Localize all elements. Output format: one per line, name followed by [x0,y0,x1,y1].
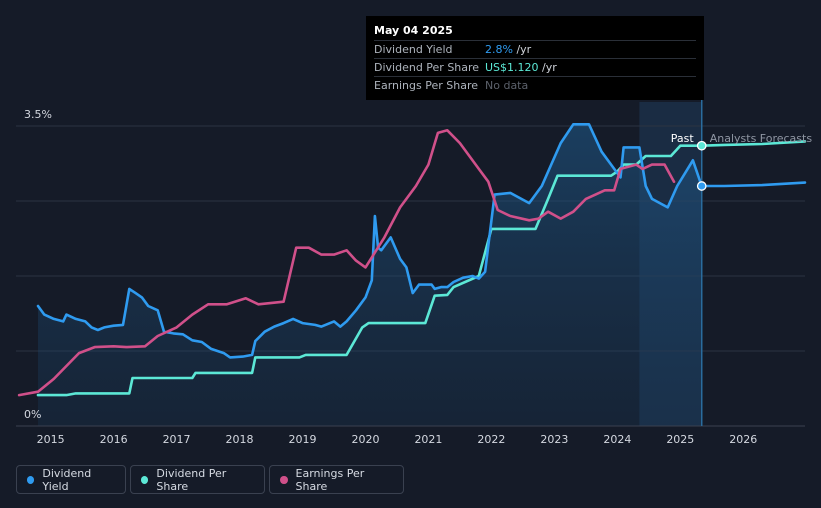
tooltip-date: May 04 2025 [374,24,453,37]
tooltip: May 04 2025 Dividend Yield 2.8% /yr Divi… [366,16,704,100]
x-tick-label: 2024 [603,433,631,446]
tooltip-row-earnings-per-share: Earnings Per Share No data [374,76,696,94]
tooltip-row-dividend-yield: Dividend Yield 2.8% /yr [374,40,696,58]
dividend-yield-line [36,123,807,359]
x-axis-ticks: 2015 2016 2017 2018 2019 2020 2021 2022 2023 2024… [37,433,758,446]
legend-dot-icon [141,475,149,484]
dividend-yield-marker [696,181,707,191]
tooltip-value: No data [485,79,529,92]
tooltip-unit: /yr [538,61,557,74]
earnings-per-share-line [17,129,676,397]
tooltip-unit: /yr [512,43,532,56]
tooltip-row-dividend-per-share: Dividend Per Share US$1.120 /yr [374,58,696,76]
x-tick-label: 2016 [100,433,128,446]
past-label: Past [671,132,695,145]
legend-dividend-per-share[interactable]: Dividend Per Share [130,465,265,494]
legend-label: Dividend Per Share [156,466,227,493]
forecast-label: Analysts Forecasts [710,132,813,145]
y-tick-label: 0% [24,408,41,421]
tooltip-value: US$1.120 [485,61,539,74]
x-tick-label: 2015 [37,433,65,446]
dividend-per-share-line [36,140,807,397]
x-tick-label: 2021 [414,433,442,446]
legend-earnings-per-share[interactable]: Earnings Per Share [269,465,404,494]
legend-label: Earnings Per Share [295,466,365,493]
tooltip-label: Earnings Per Share [374,79,479,92]
legend-dividend-yield[interactable]: Dividend Yield [16,465,126,494]
x-tick-label: 2020 [351,433,379,446]
x-tick-label: 2018 [226,433,254,446]
x-tick-label: 2026 [729,433,757,446]
x-tick-label: 2022 [477,433,505,446]
dividend-per-share-marker [696,140,707,151]
tooltip-value: 2.8% [485,43,513,56]
tooltip-label: Dividend Yield [374,43,453,56]
dividend-yield-area [38,124,702,427]
y-axis-ticks: 0% 3.5% [24,108,52,421]
tooltip-label: Dividend Per Share [374,61,480,74]
y-tick-label: 3.5% [24,108,52,121]
x-tick-label: 2017 [163,433,191,446]
legend-dot-icon [27,475,35,484]
x-tick-label: 2023 [540,433,568,446]
legend-dot-icon [280,475,288,484]
x-tick-label: 2025 [666,433,694,446]
x-tick-label: 2019 [289,433,317,446]
legend-label: Dividend Yield [42,466,92,493]
